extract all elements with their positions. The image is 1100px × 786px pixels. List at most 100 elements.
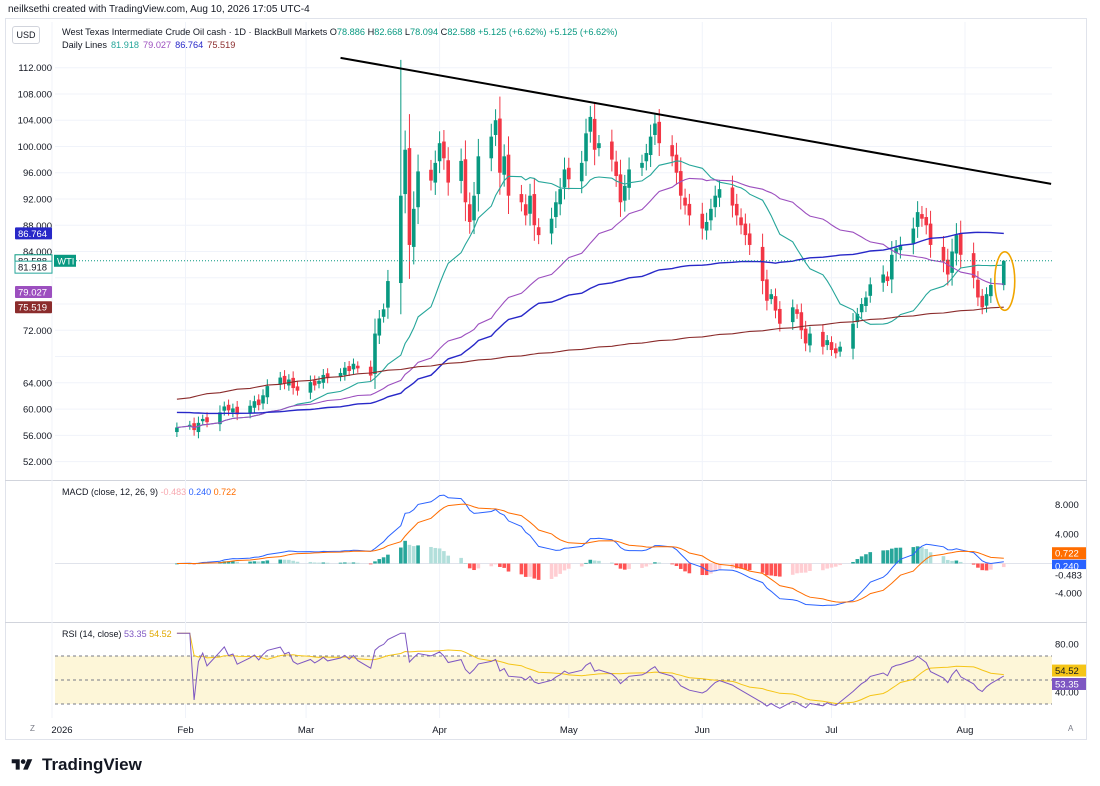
candle-body: [808, 333, 812, 346]
candle-body: [713, 195, 718, 208]
x-tick-label: Feb: [177, 725, 193, 736]
symbol-title[interactable]: West Texas Intermediate Crude Oil cash ·…: [62, 27, 328, 37]
macd-hist-bar: [954, 560, 959, 564]
pane-separator-macd[interactable]: [5, 480, 1087, 481]
candle-body: [674, 154, 679, 173]
y-tick-label: 96.000: [23, 168, 52, 179]
candle-body: [312, 380, 317, 386]
ma-legend-title[interactable]: Daily Lines: [62, 40, 107, 50]
candle-body: [554, 202, 558, 218]
candle-body: [562, 169, 567, 188]
change-value-2: +5.125 (+6.62%): [549, 27, 618, 37]
macd-hist-bar: [295, 561, 300, 564]
macd-hist-bar: [558, 563, 562, 574]
x-tick-label: May: [560, 725, 578, 736]
y-tick-label: 52.000: [23, 457, 52, 468]
macd-hist-bar: [778, 563, 782, 577]
candle-body: [261, 395, 265, 404]
macd-hist-bar: [657, 562, 662, 564]
macd-hist-bar: [704, 563, 709, 576]
candle-body: [407, 148, 412, 245]
auto-scale-marker[interactable]: A: [1068, 724, 1074, 733]
candle-body: [325, 373, 330, 379]
macd-hist-bar: [989, 563, 993, 570]
candle-body: [958, 233, 963, 255]
macd-hist-bar: [282, 559, 287, 564]
candle-body: [851, 323, 855, 349]
macd-title[interactable]: MACD (close, 12, 26, 9): [62, 487, 159, 497]
candle-body: [980, 295, 985, 308]
macd-hist-bar: [231, 561, 235, 564]
candle-body: [597, 143, 601, 149]
macd-hist-bar: [618, 563, 623, 569]
macd-line: [176, 494, 1004, 607]
macd-signal-badge: 0.722: [1055, 549, 1079, 560]
macd-hist-bar: [368, 563, 373, 565]
candle-body: [730, 187, 735, 206]
candle-body: [579, 162, 584, 182]
macd-hist-bar: [760, 563, 765, 573]
macd-hist-bar: [429, 546, 433, 564]
currency-button[interactable]: USD: [12, 26, 40, 44]
macd-hist-bar: [713, 563, 718, 572]
candle-body: [1001, 260, 1006, 286]
macd-hist-bar: [773, 563, 778, 577]
candle-body: [894, 248, 898, 254]
macd-hist-badge: -0.483: [1055, 571, 1082, 582]
macd-hist-bar: [446, 555, 451, 564]
candle-body: [989, 284, 993, 297]
candle-body: [502, 156, 506, 175]
macd-hist-bar: [670, 563, 674, 565]
macd-hist-bar: [734, 563, 739, 569]
candle-body: [648, 136, 653, 156]
brand-name: TradingView: [42, 755, 142, 774]
macd-hist-bar: [403, 540, 407, 564]
ma20-legend-value: 81.918: [110, 40, 140, 50]
candle-body: [976, 279, 980, 298]
candle-body: [864, 297, 868, 306]
macd-hist-bar: [709, 563, 713, 574]
candle-body: [476, 156, 481, 195]
candle-body: [282, 375, 287, 384]
timezone-marker[interactable]: Z: [30, 724, 35, 733]
macd-hist-bar: [381, 557, 386, 564]
ma50-line: [176, 177, 1004, 429]
rsi-ma-line: [176, 632, 1004, 705]
main-legend: West Texas Intermediate Crude Oil cash ·…: [62, 26, 617, 52]
tradingview-brand[interactable]: TradingView: [8, 755, 142, 775]
candle-body: [343, 367, 347, 375]
candle-body: [175, 427, 179, 433]
macd-hist-bar: [562, 563, 567, 571]
macd-hist-bar: [834, 563, 838, 567]
candle-body: [566, 167, 571, 180]
macd-hist-bar: [399, 547, 403, 564]
ma200-price-badge-bg: [15, 301, 52, 314]
candle-body: [885, 276, 890, 282]
candle-body: [881, 274, 885, 283]
macd-hist-bar: [252, 561, 257, 564]
candle-body: [838, 346, 842, 352]
candle-body: [278, 377, 283, 385]
macd-hist-bar: [911, 547, 916, 564]
candle-body: [291, 377, 295, 389]
candle-body: [644, 153, 649, 162]
candle-body: [614, 161, 618, 177]
pane-separator-rsi[interactable]: [5, 622, 1087, 623]
macd-hist-bar: [416, 545, 420, 564]
candle-body: [855, 313, 860, 323]
macd-hist-bar: [851, 561, 855, 564]
macd-hist-bar: [566, 563, 571, 569]
tradingview-logo-icon: [11, 759, 33, 770]
candle-body: [347, 366, 351, 371]
rsi-title[interactable]: RSI (14, close): [62, 629, 122, 639]
candle-body: [226, 404, 231, 411]
candle-body: [295, 386, 300, 391]
macd-hist-bar: [941, 556, 946, 564]
macd-hist-bar: [799, 563, 804, 573]
macd-hist-bar: [325, 562, 330, 564]
macd-hist-bar: [588, 559, 593, 564]
open-label: O: [329, 27, 337, 37]
macd-hist-bar: [489, 563, 494, 567]
